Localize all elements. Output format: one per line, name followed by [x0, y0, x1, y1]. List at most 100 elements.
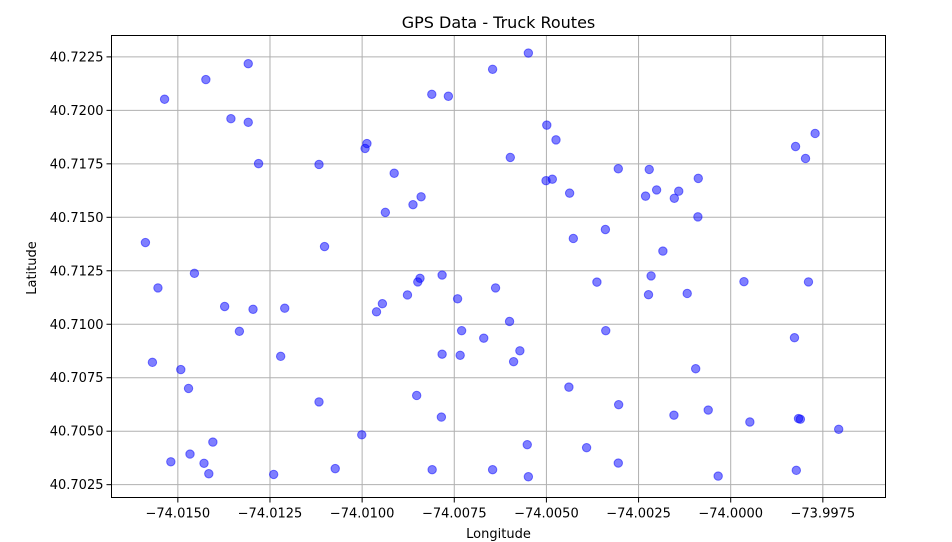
plot-frame	[111, 35, 886, 498]
data-points	[140, 48, 844, 482]
data-point	[199, 458, 209, 468]
y-axis: 40.7025 40.7050 40.7075 40.7100 40.7125 40.71…	[50, 50, 112, 493]
data-point	[790, 141, 801, 152]
grid	[111, 35, 886, 498]
x-tick-label: −74.0050	[514, 507, 579, 522]
data-point	[427, 464, 437, 475]
data-point	[713, 471, 723, 481]
data-point	[159, 94, 170, 104]
data-point	[153, 283, 163, 293]
data-point	[377, 299, 388, 309]
data-point	[564, 382, 574, 392]
data-point	[176, 364, 186, 375]
data-point	[452, 294, 463, 304]
data-point	[314, 159, 324, 170]
data-point	[437, 349, 447, 359]
y-axis-label: Latitude	[25, 241, 40, 295]
data-point	[455, 350, 465, 360]
data-point	[319, 241, 330, 252]
data-point	[389, 168, 399, 178]
x-tick-label: −74.0000	[698, 507, 763, 522]
data-point	[523, 48, 534, 58]
y-tick-label: 40.7225	[50, 50, 104, 65]
data-point	[357, 430, 367, 440]
data-point	[613, 458, 623, 468]
data-point	[436, 412, 447, 422]
data-point	[644, 164, 654, 175]
data-point	[658, 246, 668, 256]
data-point	[739, 276, 749, 287]
chart-title: GPS Data - Truck Routes	[402, 13, 596, 32]
y-tick-label: 40.7175	[50, 157, 104, 172]
data-point	[505, 152, 515, 163]
data-point	[542, 120, 552, 130]
data-point	[690, 364, 701, 374]
data-point	[208, 437, 218, 447]
x-tick-label: −74.0125	[238, 507, 303, 522]
y-tick-label: 40.7100	[50, 318, 104, 333]
data-point	[515, 346, 525, 356]
data-point	[402, 290, 413, 300]
data-point	[833, 424, 844, 434]
x-axis: −74.0150 −74.0125 −74.0100 −74.0075 −74.0050…	[146, 497, 856, 522]
data-point	[600, 224, 611, 235]
data-point	[547, 174, 558, 184]
data-point	[280, 303, 290, 313]
data-point	[219, 301, 230, 312]
data-point	[427, 89, 437, 100]
data-point	[413, 277, 423, 287]
data-point	[183, 383, 194, 394]
data-point	[147, 357, 158, 368]
y-tick-label: 40.7050	[50, 425, 104, 440]
y-tick-label: 40.7150	[50, 211, 104, 226]
data-point	[669, 193, 680, 203]
data-point	[592, 277, 602, 287]
data-point	[669, 410, 679, 420]
data-point	[613, 399, 624, 410]
data-point	[601, 325, 611, 336]
data-point	[140, 237, 151, 248]
data-point	[201, 74, 211, 85]
y-tick-label: 40.7200	[50, 104, 104, 119]
data-point	[581, 442, 592, 453]
data-point	[568, 233, 579, 244]
data-point	[651, 185, 662, 195]
y-tick-label: 40.7025	[50, 478, 104, 493]
x-tick-label: −73.9975	[791, 507, 856, 522]
data-point	[703, 405, 713, 415]
data-point	[522, 439, 532, 450]
data-point	[408, 199, 418, 210]
data-point	[275, 351, 286, 362]
data-point	[437, 270, 447, 280]
x-tick-label: −74.0100	[330, 507, 395, 522]
data-point	[508, 356, 519, 367]
data-point	[314, 397, 324, 407]
data-point	[487, 64, 498, 74]
data-point	[795, 414, 806, 424]
data-point	[490, 283, 501, 293]
data-point	[810, 128, 820, 139]
data-point	[682, 288, 692, 299]
data-point	[523, 472, 534, 482]
data-point	[166, 457, 176, 467]
data-point	[564, 188, 575, 198]
x-tick-label: −74.0075	[422, 507, 487, 522]
data-point	[204, 469, 214, 479]
data-point	[551, 135, 561, 145]
x-tick-label: −74.0025	[606, 507, 671, 522]
data-point	[479, 333, 489, 343]
data-point	[360, 143, 370, 154]
data-point	[803, 277, 814, 287]
data-point	[243, 59, 253, 69]
data-point	[243, 117, 253, 128]
data-point	[640, 191, 651, 201]
data-point	[248, 304, 258, 314]
data-point	[674, 186, 684, 196]
data-point	[646, 271, 656, 281]
data-point	[371, 307, 382, 317]
data-point	[253, 158, 264, 169]
data-point	[456, 325, 467, 336]
data-point	[487, 464, 498, 475]
data-point	[411, 390, 422, 401]
